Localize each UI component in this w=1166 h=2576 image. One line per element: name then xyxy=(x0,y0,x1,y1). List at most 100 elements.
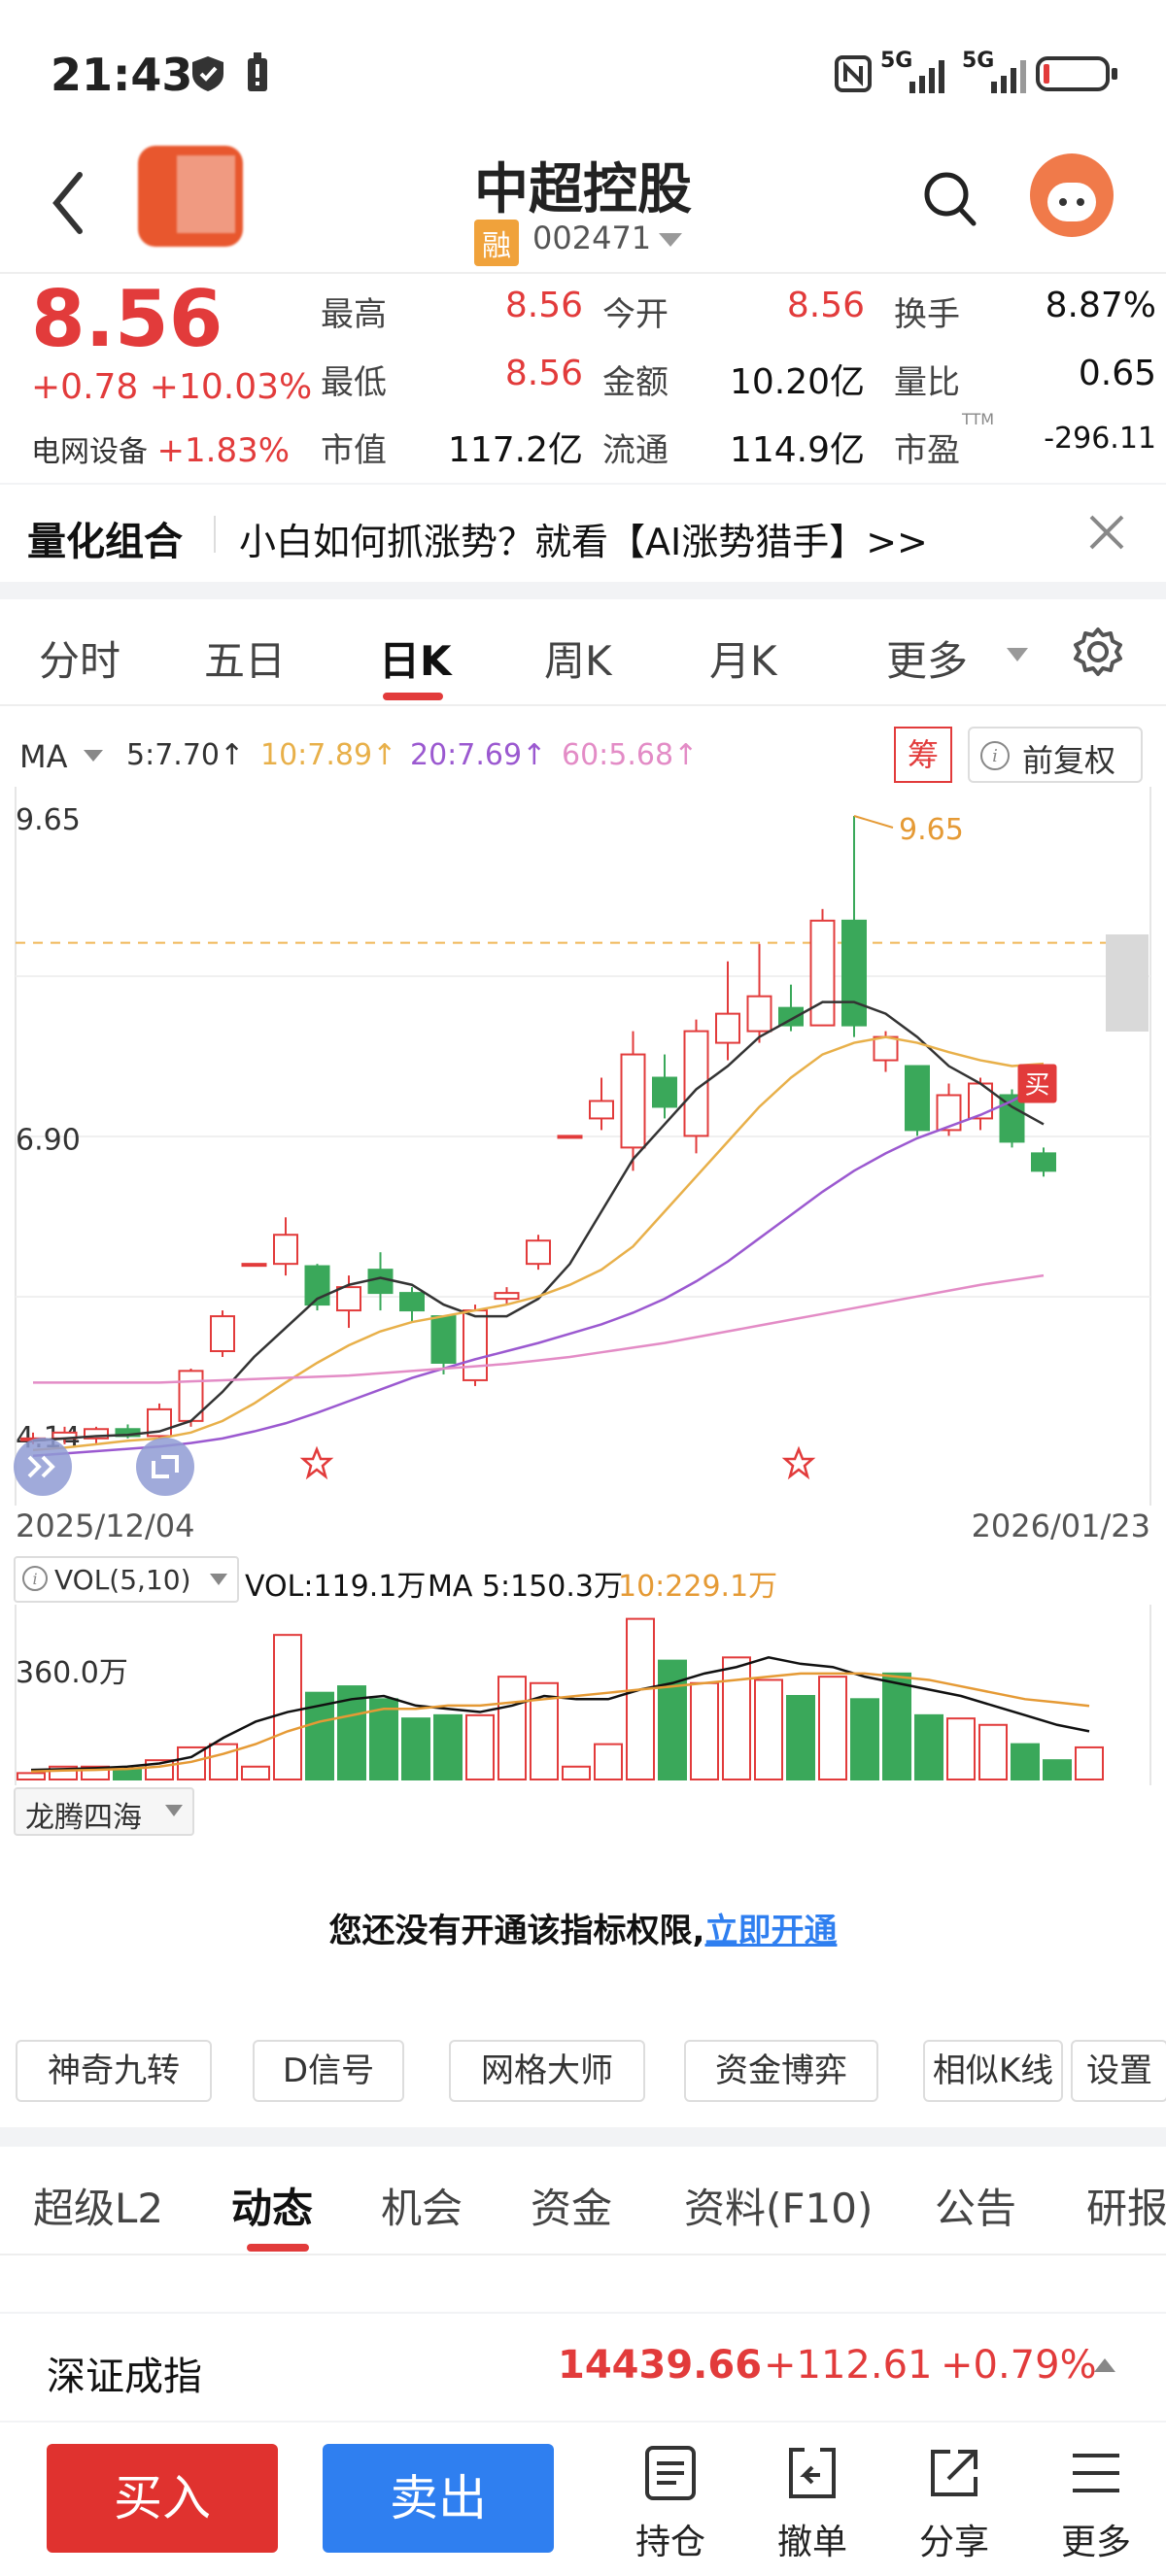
network-label-2: 5G xyxy=(962,49,995,73)
cancel-order-icon xyxy=(789,2448,836,2498)
quote-label: 市值 xyxy=(321,431,387,470)
sector-change[interactable]: 电网设备 +1.83% xyxy=(31,427,290,470)
candle xyxy=(1031,1152,1056,1172)
volume-bar xyxy=(594,1743,623,1781)
margin-badge: 融 xyxy=(474,220,519,266)
price-change: +0.78 +10.03% xyxy=(31,367,312,407)
signal-icon xyxy=(909,60,944,93)
caret-down-icon[interactable] xyxy=(82,748,105,763)
buy-button[interactable]: 买入 xyxy=(47,2444,278,2553)
candle xyxy=(210,1315,235,1352)
position-button[interactable]: 持仓 xyxy=(612,2444,729,2570)
chart-tab[interactable]: 月K xyxy=(709,637,777,685)
info-tab[interactable]: 研报 xyxy=(1086,2185,1166,2232)
broker-logo[interactable] xyxy=(138,146,243,247)
cancel-order-button[interactable]: 撤单 xyxy=(754,2444,871,2570)
info-tab[interactable]: 超级L2 xyxy=(33,2185,164,2232)
chips-button[interactable]: 筹 xyxy=(894,727,952,783)
back-arrow-icon[interactable] xyxy=(49,169,87,237)
chart-tab[interactable]: 日K xyxy=(379,637,452,685)
chart-tab[interactable]: 周K xyxy=(544,637,612,685)
settings-gear-icon[interactable] xyxy=(1073,627,1123,677)
volume-axis-label: 360.0万 xyxy=(16,1656,128,1690)
open-permission-link[interactable]: 立即开通 xyxy=(704,1912,838,1950)
quote-label: 流通 xyxy=(602,431,669,470)
volume-bar xyxy=(433,1713,463,1780)
chevron-up-icon[interactable] xyxy=(1092,2356,1117,2374)
shield-icon xyxy=(192,56,223,91)
volume-bar xyxy=(914,1713,943,1780)
ma-label[interactable]: MA xyxy=(19,738,68,775)
quote-label: 市盈 xyxy=(894,431,960,470)
svg-text:i: i xyxy=(992,746,998,766)
volume-bar xyxy=(978,1723,1008,1781)
battery-alert-icon xyxy=(248,52,267,91)
info-tab[interactable]: 机会 xyxy=(381,2185,463,2232)
volume-bar xyxy=(562,1765,591,1780)
volume-legend: i VOL(5,10) VOL:119.1万 MA 5:150.3万 10:22… xyxy=(0,1550,1166,1605)
indicator-name: 龙腾四海 xyxy=(25,1801,142,1835)
locked-text: 您还没有开通该指标权限, xyxy=(328,1912,705,1950)
date-start: 2025/12/04 xyxy=(16,1508,194,1544)
volume-bar xyxy=(1011,1743,1040,1781)
info-tab[interactable]: 公告 xyxy=(935,2185,1017,2232)
status-bar: 21:43 5G 5G xyxy=(0,0,1166,146)
expand-left-icon xyxy=(14,1438,72,1496)
candle xyxy=(589,1100,614,1120)
status-time: 21:43 xyxy=(51,49,193,101)
tool-chip[interactable]: D信号 xyxy=(253,2040,404,2102)
ma5-line xyxy=(32,1000,1045,1442)
index-bar[interactable]: 深证成指 14439.66 +112.61 +0.79% xyxy=(0,2314,1166,2421)
info-icon: i xyxy=(22,1566,48,1591)
indicator-locked-notice: 您还没有开通该指标权限,立即开通 xyxy=(0,1904,1166,1951)
tool-settings-button[interactable]: 设置 xyxy=(1071,2040,1166,2102)
info-tab[interactable]: 资金 xyxy=(531,2185,613,2232)
volume-bar xyxy=(113,1769,142,1780)
ttm-label: TTM xyxy=(962,410,995,428)
candle xyxy=(526,1239,551,1266)
tool-chip[interactable]: 神奇九转 xyxy=(16,2040,212,2102)
share-button[interactable]: 分享 xyxy=(896,2444,1012,2570)
info-tab[interactable]: 资料(F10) xyxy=(684,2185,874,2232)
candle xyxy=(241,1263,267,1268)
info-tabs: 超级L2 动态 机会 资金 资料(F10) 公告 研报 xyxy=(0,2147,1166,2254)
info-tab[interactable]: 动态 xyxy=(231,2185,314,2232)
volume-bar xyxy=(241,1765,270,1780)
caret-down-icon[interactable] xyxy=(1005,646,1030,663)
quote-label: 换手 xyxy=(894,295,960,334)
chart-tab[interactable]: 分时 xyxy=(39,637,121,685)
sell-button[interactable]: 卖出 xyxy=(323,2444,554,2553)
quote-panel: 8.56 +0.78 +10.03% 电网设备 +1.83% 最高 8.56 今开 8… xyxy=(0,274,1166,483)
close-icon[interactable] xyxy=(1088,514,1125,551)
tool-chip[interactable]: 资金博弈 xyxy=(684,2040,878,2102)
chart-tab[interactable]: 五日 xyxy=(204,637,287,685)
ma10-value: 10:7.89↑ xyxy=(260,738,397,772)
volume-chart[interactable]: 360.0万 xyxy=(0,1605,1166,1785)
chart-tab[interactable]: 更多 xyxy=(886,637,969,685)
volume-bar xyxy=(818,1676,847,1780)
candle xyxy=(873,1035,899,1062)
search-icon[interactable] xyxy=(921,167,979,229)
chart-period-tabs: 分时 五日 日K 周K 月K 更多 xyxy=(0,599,1166,706)
indicator-selector[interactable]: 龙腾四海 xyxy=(14,1787,194,1836)
more-button[interactable]: 更多 xyxy=(1038,2444,1154,2570)
quote-value: 10.20亿 xyxy=(729,362,865,402)
chevron-down-icon[interactable] xyxy=(657,231,684,251)
volume-bar xyxy=(209,1743,238,1781)
candle xyxy=(494,1292,520,1301)
volume-bar xyxy=(722,1656,751,1780)
vol-ma10-line xyxy=(30,1672,1090,1773)
event-star-icon xyxy=(781,1445,816,1480)
tool-chip[interactable]: 相似K线 xyxy=(923,2040,1063,2102)
assistant-avatar[interactable] xyxy=(1030,153,1114,237)
candle xyxy=(715,1012,740,1044)
promo-banner[interactable]: 量化组合 小白如何抓涨势？就看【AI涨势猎手】>> xyxy=(0,485,1166,582)
ma-legend: MA 5:7.70↑ 10:7.89↑ 20:7.69↑ 60:5.68↑ 筹 … xyxy=(0,719,1166,787)
volume-selector[interactable]: i VOL(5,10) xyxy=(14,1556,239,1603)
tool-chip[interactable]: 网格大师 xyxy=(449,2040,645,2102)
adjust-button[interactable]: i 前复权 xyxy=(968,727,1143,783)
volume-bar xyxy=(786,1695,815,1780)
share-label: 分享 xyxy=(918,2523,989,2562)
volume-bar xyxy=(882,1672,911,1780)
